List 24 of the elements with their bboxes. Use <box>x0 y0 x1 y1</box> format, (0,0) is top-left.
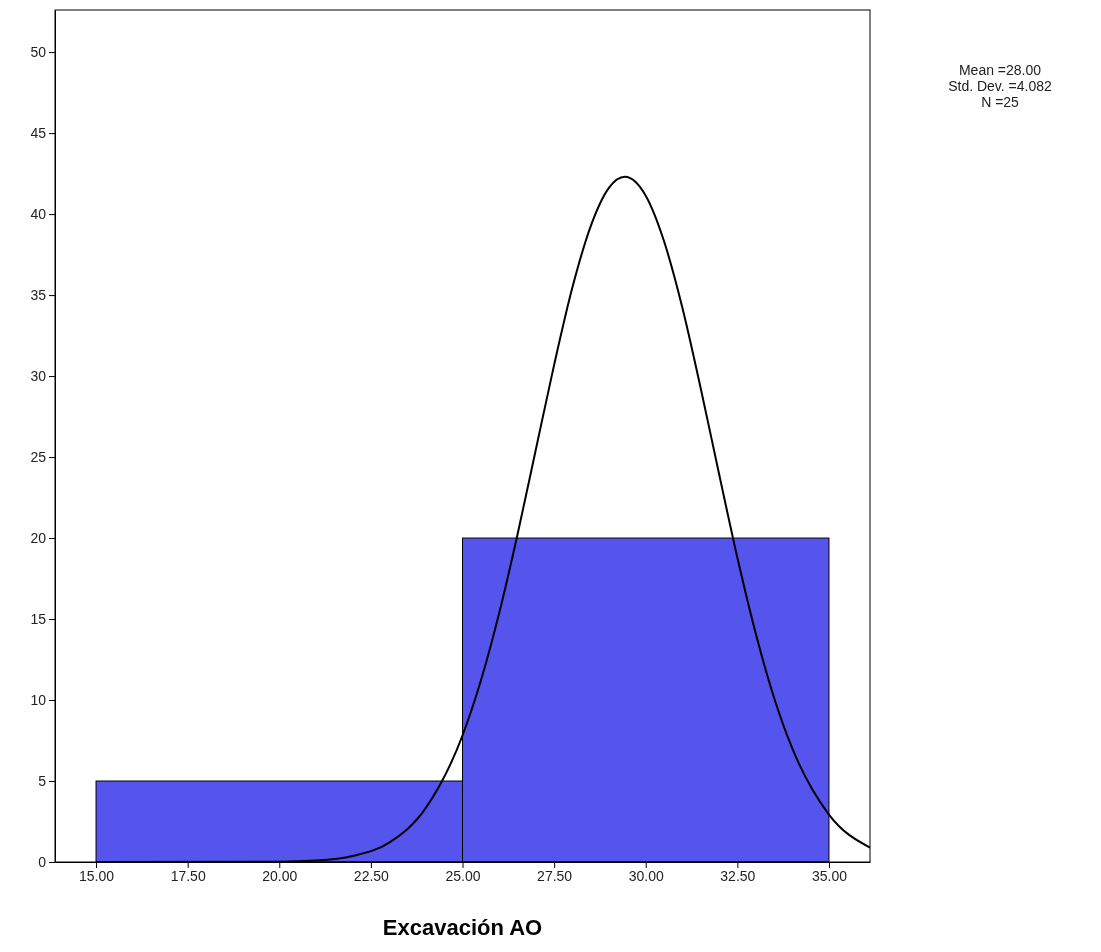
x-tick-label: 35.00 <box>811 867 848 884</box>
text: Mean =28.00 <box>958 62 1042 78</box>
y-tick-label: 15 <box>30 611 47 628</box>
y-tick-label: 0 <box>38 853 47 870</box>
x-tick-label: 20.00 <box>262 867 298 884</box>
y-tick-label: 45 <box>30 125 47 142</box>
x-tick-label: 32.50 <box>720 867 756 884</box>
y-tick-label: 50 <box>30 44 47 61</box>
y-tick-label: 5 <box>38 772 47 789</box>
y-tick-label: 25 <box>30 449 47 466</box>
x-tick-label: 30.00 <box>628 867 664 884</box>
x-tick-label: 25.00 <box>445 867 481 884</box>
text: N =25 <box>981 94 1020 110</box>
x-tick-label: 15.00 <box>79 867 115 884</box>
y-tick-label: 30 <box>30 368 47 385</box>
x-tick-label: 27.50 <box>537 867 573 884</box>
y-tick-label: 20 <box>30 530 47 547</box>
x-tick-label: 22.50 <box>353 867 390 884</box>
text: Std. Dev. =4.082 <box>948 78 1053 94</box>
y-tick-label: 35 <box>30 287 47 304</box>
x-tick-label: 17.50 <box>170 867 206 884</box>
y-tick-label: 10 <box>30 692 47 708</box>
y-tick-label: 40 <box>30 206 47 223</box>
x-axis-title: Excavación AO <box>382 915 543 940</box>
